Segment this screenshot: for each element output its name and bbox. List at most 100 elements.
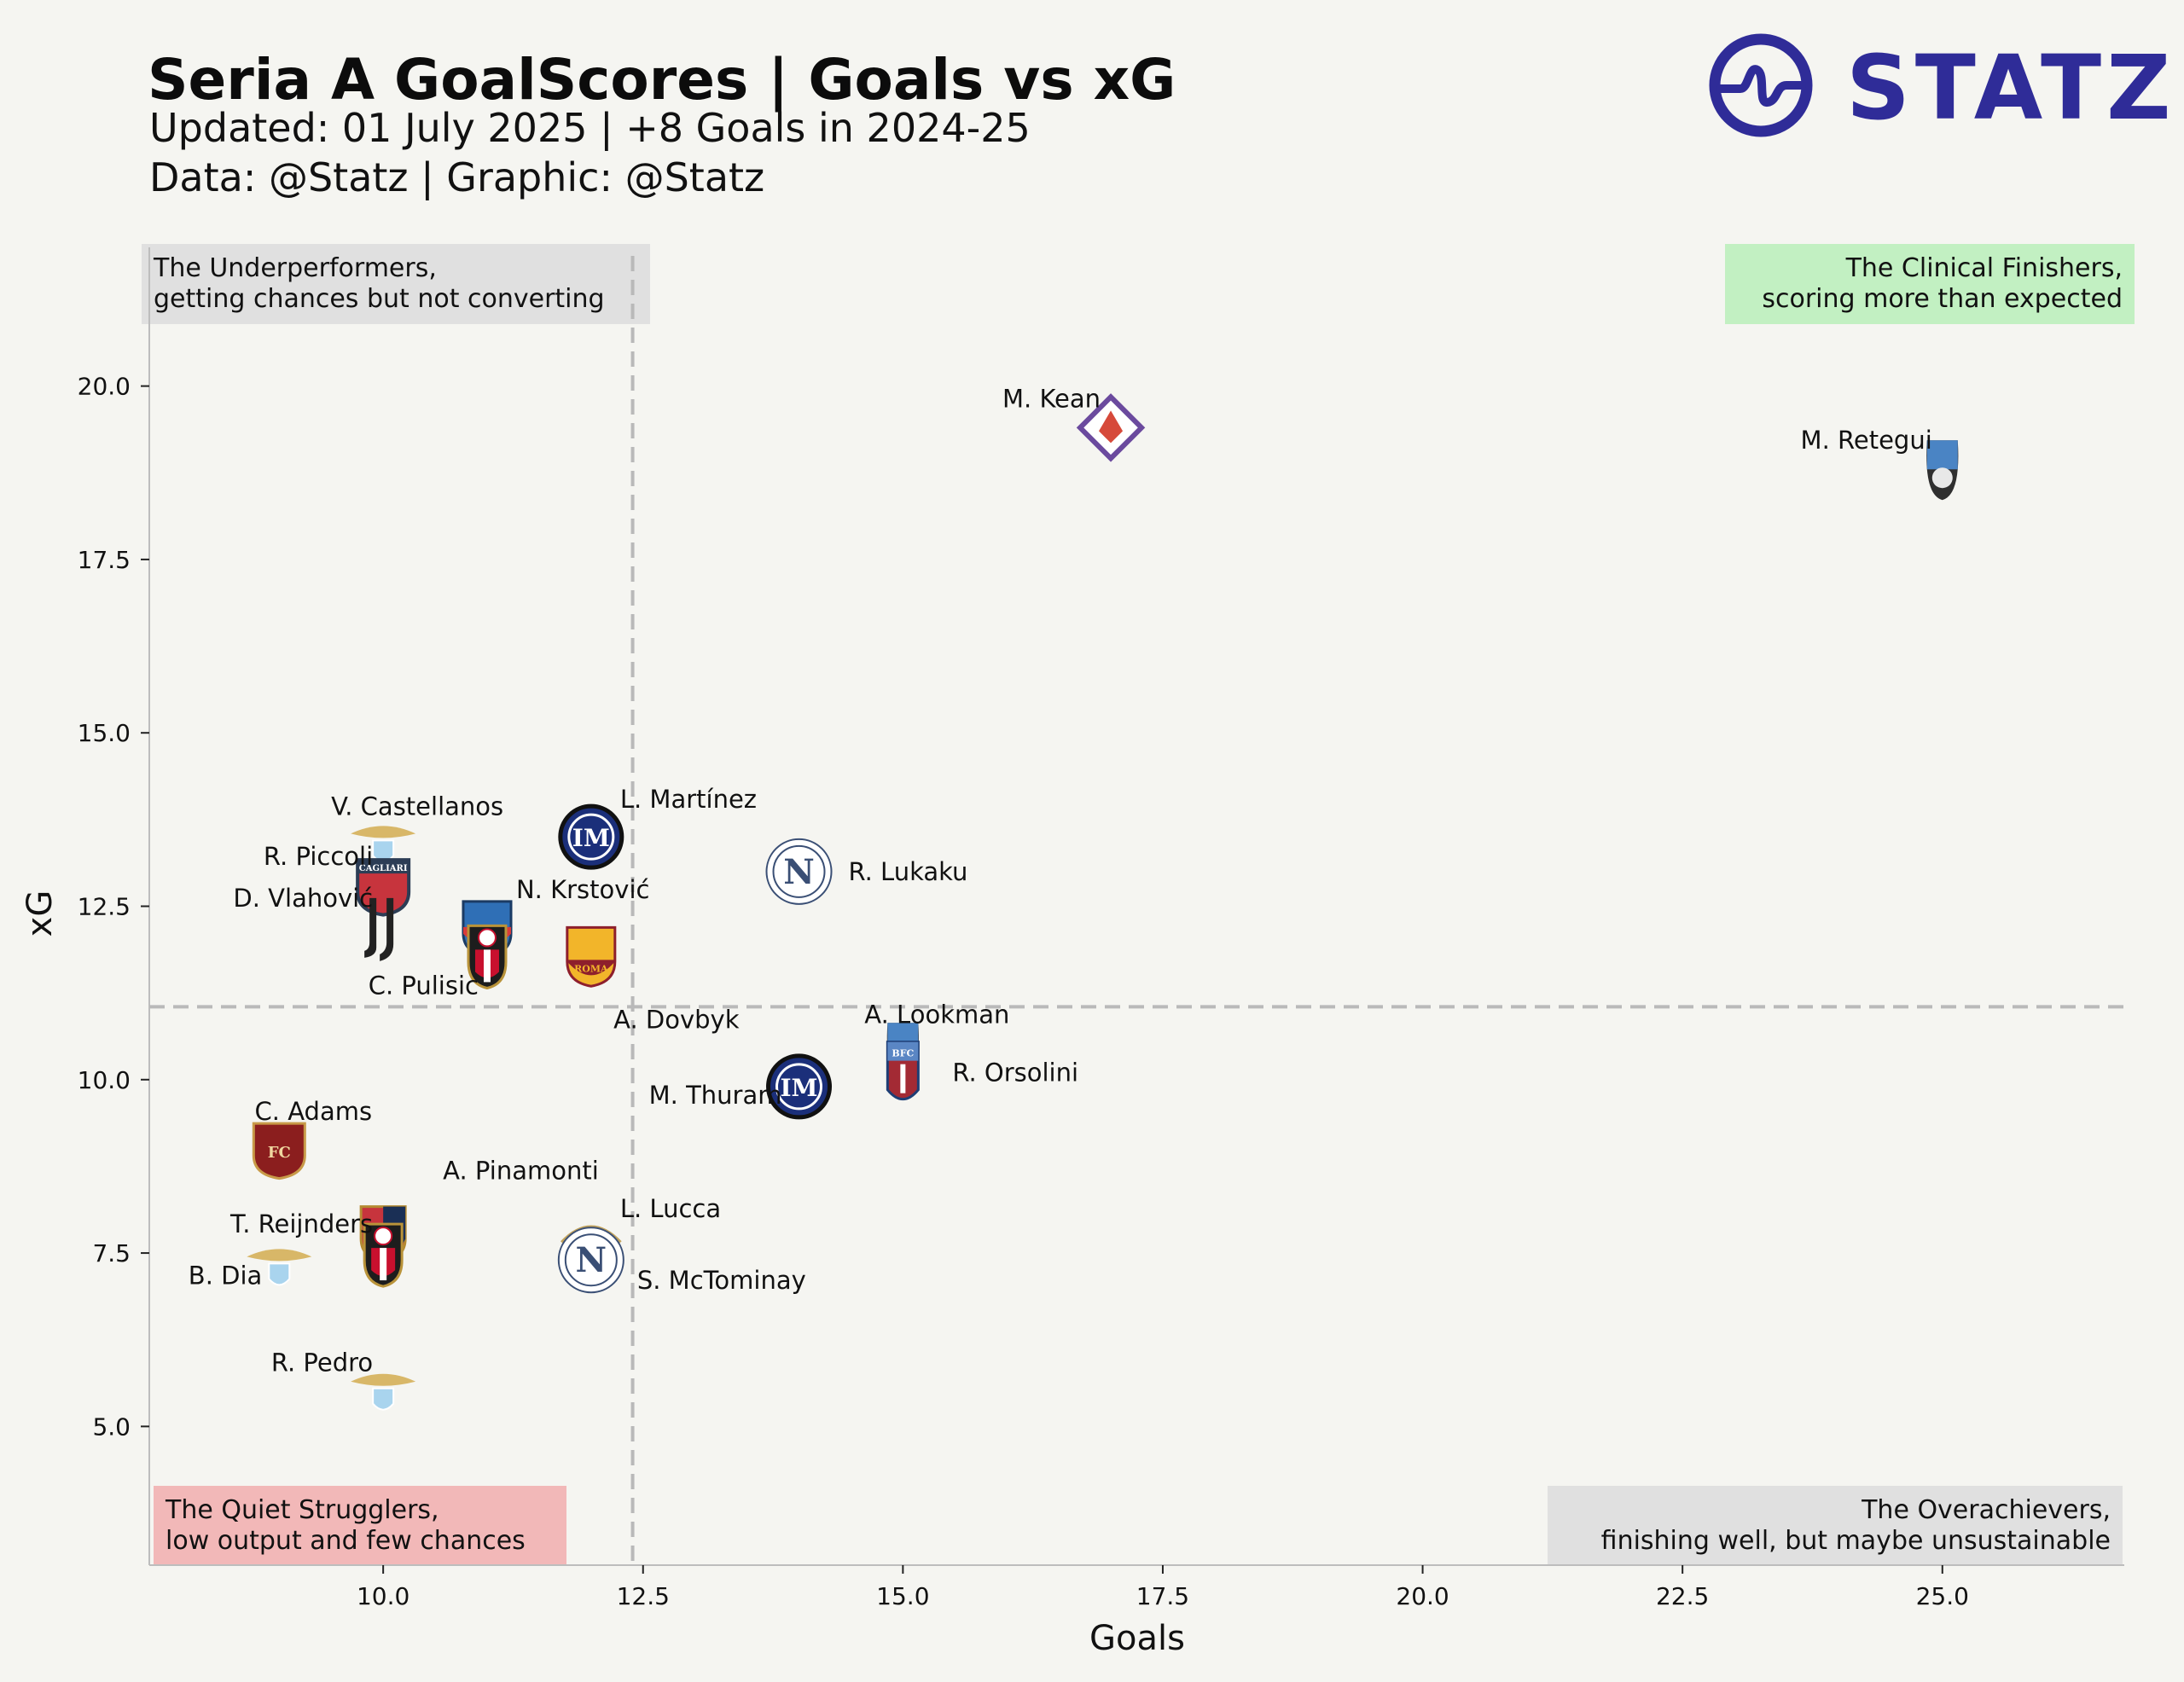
bologna-crest-icon: BFC <box>886 1041 920 1101</box>
quadrant-text: scoring more than expected <box>1762 284 2123 314</box>
quadrant-text: finishing well, but maybe unsustainable <box>1601 1526 2111 1556</box>
player-point: ROMA <box>566 925 617 988</box>
data-points: IM N CAGLIARI ROMA BFC IM FC N <box>247 393 1959 1411</box>
torino-crest-icon: FC <box>252 1122 306 1180</box>
player-point: FC <box>252 1122 306 1180</box>
atalanta-crest-icon <box>1926 440 1959 501</box>
quadrant-text: low output and few chances <box>166 1526 526 1556</box>
brand-logo: STATZ <box>1709 33 2176 140</box>
y-tick-label: 20.0 <box>78 373 131 401</box>
x-tick-label: 12.5 <box>617 1582 670 1610</box>
quadrant-text: The Underperformers, <box>153 253 437 283</box>
player-label: M. Thuram <box>649 1081 782 1110</box>
quadrant-box <box>1548 1486 2123 1564</box>
chart-subtitle-source: Data: @Statz | Graphic: @Statz <box>149 154 764 201</box>
svg-text:BFC: BFC <box>892 1048 914 1059</box>
player-point <box>1076 393 1146 462</box>
player-label: C. Adams <box>255 1097 373 1126</box>
quadrant-box <box>142 244 650 324</box>
y-axis-label: xG <box>20 890 60 937</box>
chart-subtitle-updated: Updated: 01 July 2025 | +8 Goals in 2024… <box>149 105 1031 152</box>
player-point: BFC <box>886 1041 920 1101</box>
player-label: A. Lookman <box>864 1000 1009 1029</box>
milan-crest-icon <box>467 924 508 990</box>
quadrant-clinical: The Clinical Finishers,scoring more than… <box>1725 244 2135 324</box>
player-label: L. Martínez <box>620 785 757 814</box>
player-label: M. Kean <box>1002 384 1101 413</box>
axes: 10.0 12.5 15.0 17.5 20.0 22.5 25.0 5.0 7.5 10.0 12… <box>78 247 2124 1610</box>
player-label: R. Orsolini <box>952 1058 1078 1088</box>
player-point <box>351 826 416 863</box>
lazio-crest-icon <box>351 826 416 863</box>
player-point <box>467 924 508 990</box>
quadrant-text: getting chances but not converting <box>154 284 605 314</box>
quadrant-text: The Overachievers, <box>1861 1495 2111 1525</box>
player-point <box>1926 440 1959 501</box>
player-point <box>363 1222 404 1288</box>
player-label: A. Pinamonti <box>443 1157 599 1186</box>
y-tick-label: 12.5 <box>78 893 131 921</box>
player-label: N. Krstović <box>516 875 649 904</box>
svg-text:N: N <box>576 1240 607 1280</box>
player-label: R. Piccoli <box>264 842 373 871</box>
player-point: N <box>765 838 833 905</box>
fiorentina-crest-icon <box>1076 393 1146 462</box>
milan-crest-icon <box>363 1222 404 1288</box>
inter-crest-icon: IM <box>558 803 624 870</box>
player-label: L. Lucca <box>620 1194 721 1223</box>
lazio-crest-icon <box>247 1249 312 1286</box>
quadrant-labels: The Underperformers,getting chances but … <box>142 244 2135 1564</box>
chart-title: Seria A GoalScores | Goals vs xG <box>148 47 1176 113</box>
lazio-crest-icon <box>351 1373 416 1411</box>
player-label: S. McTominay <box>637 1266 806 1295</box>
y-tick-label: 7.5 <box>92 1239 131 1267</box>
napoli-crest-icon: N <box>765 838 833 905</box>
player-label: T. Reijnders <box>229 1209 373 1238</box>
player-labels: M. Kean M. Retegui L. Martínez R. Lukaku V. … <box>189 384 1932 1377</box>
y-tick-label: 5.0 <box>92 1412 131 1441</box>
svg-text:CAGLIARI: CAGLIARI <box>359 864 408 873</box>
svg-text:FC: FC <box>268 1144 291 1162</box>
quadrant-box <box>154 1486 566 1564</box>
napoli-crest-icon: N <box>557 1227 624 1294</box>
quadrant-overachievers: The Overachievers,finishing well, but ma… <box>1548 1486 2123 1564</box>
player-point: IM <box>766 1053 833 1120</box>
x-tick-label: 22.5 <box>1656 1582 1709 1610</box>
quadrant-box <box>1725 244 2135 324</box>
quadrant-text: The Clinical Finishers, <box>1845 253 2123 283</box>
quadrant-underperformers: The Underperformers,getting chances but … <box>142 244 650 324</box>
x-tick-label: 10.0 <box>357 1582 410 1610</box>
brand-name: STATZ <box>1846 36 2176 140</box>
reference-lines <box>149 256 2124 1565</box>
inter-crest-icon: IM <box>766 1053 833 1120</box>
y-tick-label: 17.5 <box>78 546 131 574</box>
roma-crest-icon: ROMA <box>566 925 617 988</box>
player-label: M. Retegui <box>1801 426 1932 455</box>
x-tick-label: 20.0 <box>1396 1582 1449 1610</box>
player-label: B. Dia <box>189 1261 263 1290</box>
player-point: IM <box>558 803 624 870</box>
player-point <box>247 1249 312 1286</box>
player-label: R. Lukaku <box>849 857 968 886</box>
player-label: A. Dovbyk <box>613 1005 740 1034</box>
player-label: D. Vlahović <box>233 884 373 913</box>
player-label: C. Pulisic <box>369 971 479 1000</box>
quadrant-text: The Quiet Strugglers, <box>165 1495 439 1525</box>
svg-text:N: N <box>783 852 815 892</box>
svg-text:IM: IM <box>572 824 610 852</box>
player-label: R. Pedro <box>271 1348 373 1378</box>
x-tick-label: 15.0 <box>876 1582 929 1610</box>
x-tick-label: 25.0 <box>1916 1582 1969 1610</box>
player-point: N <box>557 1227 624 1294</box>
pulse-ring-icon <box>1709 33 1813 137</box>
quadrant-quiet: The Quiet Strugglers,low output and few … <box>154 1486 566 1564</box>
svg-text:IM: IM <box>780 1074 817 1102</box>
x-tick-label: 17.5 <box>1136 1582 1189 1610</box>
y-tick-label: 15.0 <box>78 719 131 747</box>
svg-text:ROMA: ROMA <box>574 963 608 974</box>
juventus-crest-icon <box>364 897 394 961</box>
player-point <box>351 1373 416 1411</box>
player-label: V. Castellanos <box>331 792 503 821</box>
player-point <box>364 897 394 961</box>
